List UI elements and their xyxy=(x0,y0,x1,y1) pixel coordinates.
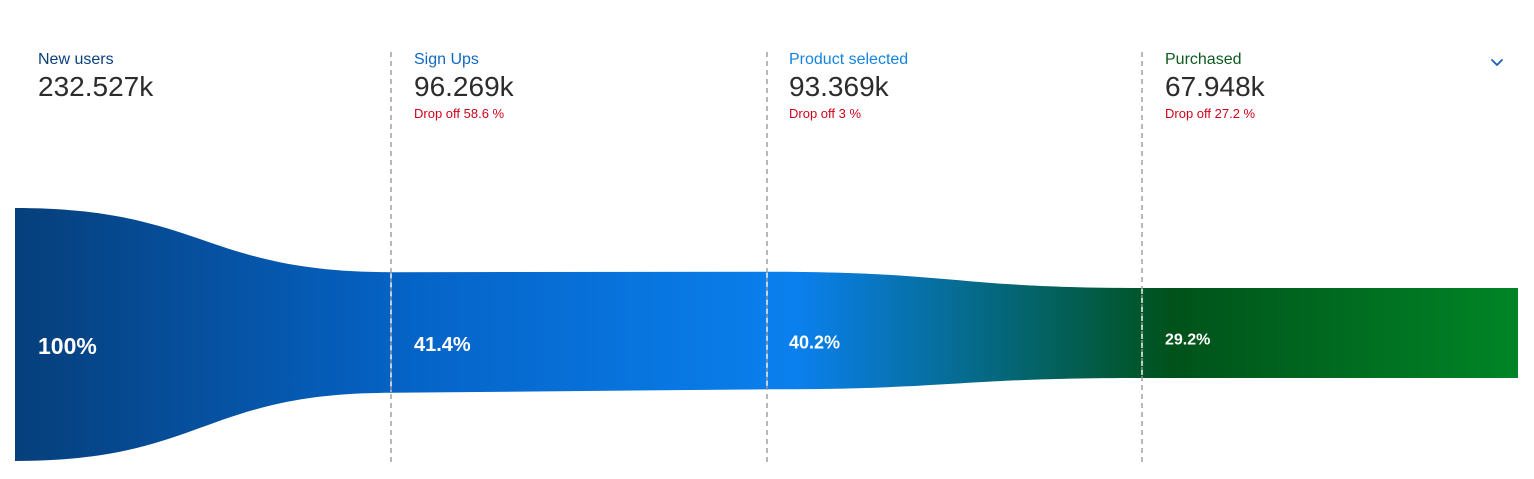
stage-percent-4: 29.2% xyxy=(1165,332,1210,349)
stage-percent-1: 100% xyxy=(38,333,97,359)
stage-value: 67.948k xyxy=(1165,71,1265,102)
stage-percent-3: 40.2% xyxy=(789,332,840,352)
stage-drop-off: Drop off 27.2 % xyxy=(1165,106,1256,121)
stage-value: 232.527k xyxy=(38,71,154,102)
stage-name[interactable]: Sign Ups xyxy=(414,51,479,68)
stage-header-1: New users 232.527k xyxy=(38,50,153,104)
stage-header-4: Purchased 67.948k Drop off 27.2 % xyxy=(1165,50,1265,122)
stage-name[interactable]: Product selected xyxy=(789,51,909,68)
stage-name[interactable]: Purchased xyxy=(1165,51,1242,68)
stage-name[interactable]: New users xyxy=(38,51,114,68)
stage-percent-2: 41.4% xyxy=(414,334,471,356)
stage-value: 93.369k xyxy=(789,71,889,102)
stage-drop-off: Drop off 3 % xyxy=(789,106,862,121)
stage-header-2: Sign Ups 96.269k Drop off 58.6 % xyxy=(414,50,514,122)
stage-value: 96.269k xyxy=(414,71,514,102)
stage-drop-off: Drop off 58.6 % xyxy=(414,106,505,121)
chevron-down-icon[interactable] xyxy=(1488,54,1506,72)
stage-header-3: Product selected 93.369k Drop off 3 % xyxy=(789,50,908,122)
